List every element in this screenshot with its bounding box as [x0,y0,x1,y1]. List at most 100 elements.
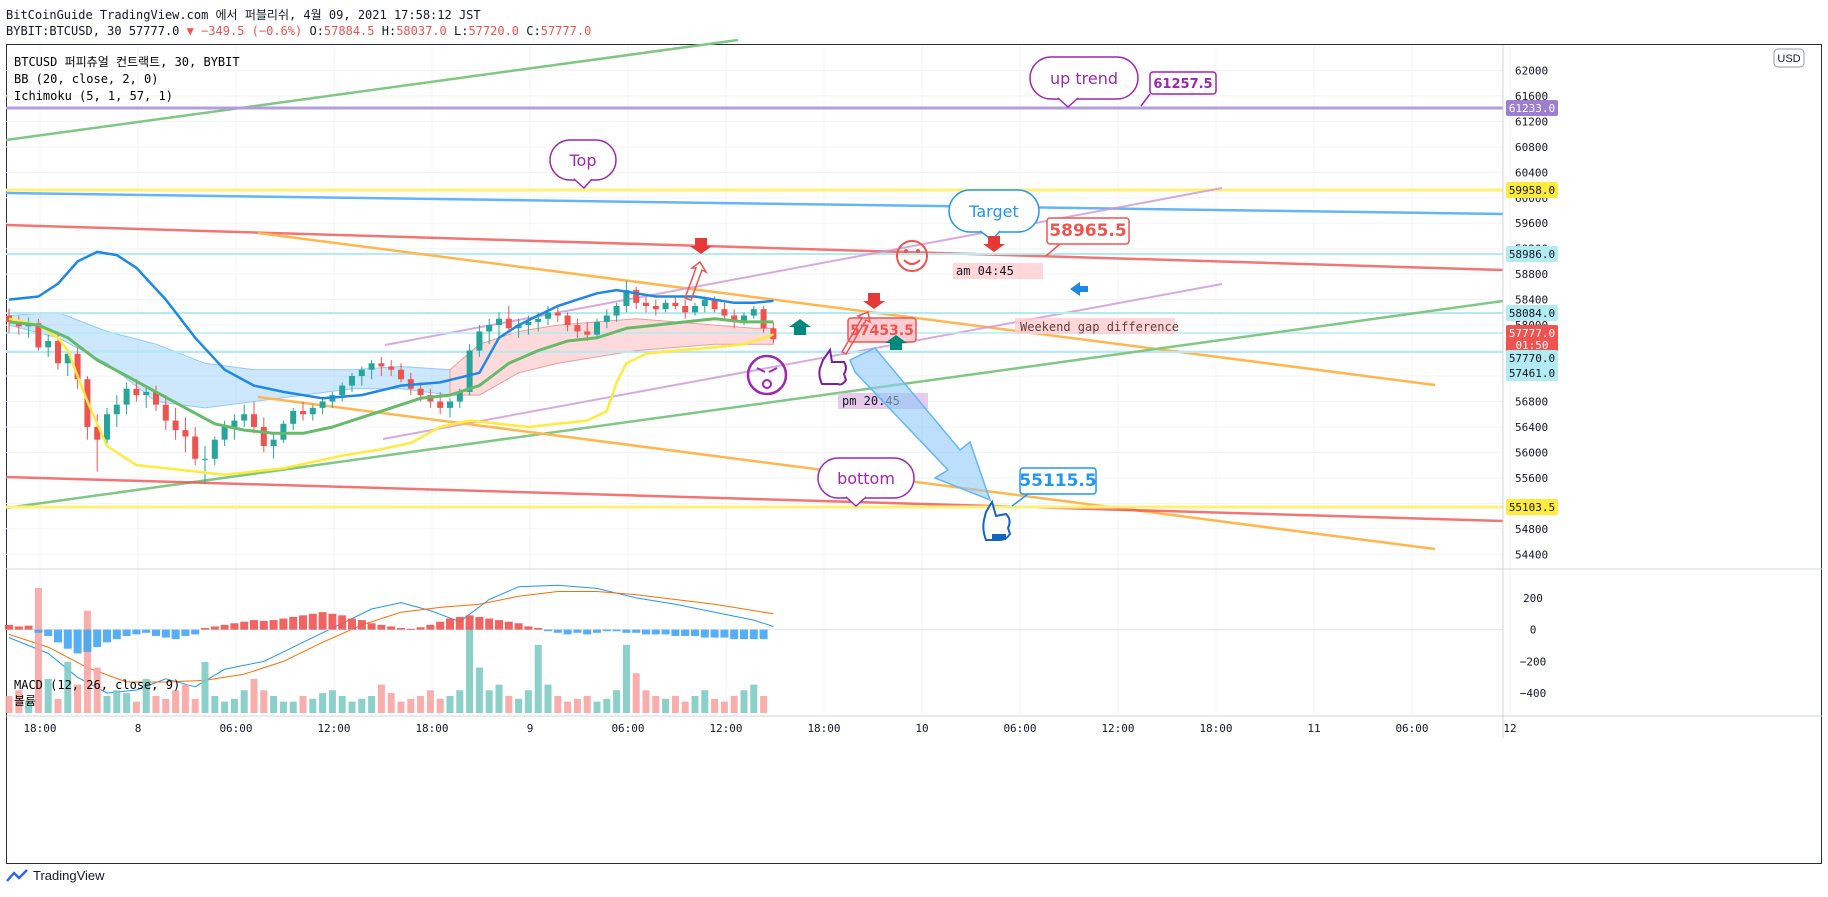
macd-histogram-bar[interactable] [622,629,631,633]
candle-body[interactable] [496,318,502,326]
candle-body[interactable] [378,363,385,367]
candle-body[interactable] [94,426,101,440]
macd-histogram-bar[interactable] [152,629,160,636]
macd-histogram-bar[interactable] [534,628,543,630]
candle-body[interactable] [447,401,453,408]
volume-bar[interactable] [711,698,719,713]
macd-histogram-bar[interactable] [210,626,219,630]
currency-badge[interactable] [1773,48,1805,68]
volume-bar[interactable] [436,698,444,713]
candle-body[interactable] [280,423,287,440]
candle-body[interactable] [545,312,551,319]
volume-bar[interactable] [407,698,415,713]
volume-bar[interactable] [544,684,552,713]
volume-bar[interactable] [191,698,199,713]
candle-body[interactable] [35,323,42,348]
candle-body[interactable] [623,290,630,306]
macd-histogram-bar[interactable] [602,629,611,632]
candle-body[interactable] [231,420,238,427]
price-badge[interactable] [1506,182,1558,198]
annotations[interactable]: up trend 61257.5 Top Target 58965.5 am 04:45 5… [549,56,1217,541]
macd-histogram-bar[interactable] [259,620,268,630]
macd-histogram-bar[interactable] [63,629,72,649]
volume-bar[interactable] [132,701,140,713]
macd-histogram-bar[interactable] [308,613,317,630]
volume-bar[interactable] [289,701,297,713]
macd-histogram-bar[interactable] [426,624,435,630]
volume-bar[interactable] [113,690,121,713]
macd-histogram-bar[interactable] [161,629,170,638]
volume-bar[interactable] [681,701,689,713]
macd-histogram-bar[interactable] [338,615,347,630]
macd-histogram-bar[interactable] [612,629,621,632]
candle-body[interactable] [368,363,375,370]
candle-body[interactable] [192,436,199,459]
candle-body[interactable] [202,458,208,460]
volume-bar[interactable] [583,695,591,713]
macd-histogram-bar[interactable] [181,629,190,636]
candle-body[interactable] [64,353,71,364]
candle-body[interactable] [750,309,757,316]
macd-histogram-bar[interactable] [485,618,494,630]
macd-histogram-bar[interactable] [759,629,768,640]
volume-bar[interactable] [240,690,248,713]
footer-brand[interactable]: TradingView [6,868,105,883]
candle-body[interactable] [505,318,512,329]
volume-bar[interactable] [603,698,611,713]
candle-body[interactable] [319,401,326,408]
candle-body[interactable] [260,426,267,447]
candle-body[interactable] [456,391,463,402]
macd-histogram-bar[interactable] [397,628,405,630]
macd-histogram-bar[interactable] [93,629,102,648]
volume-bar[interactable] [417,695,425,713]
macd-histogram-bar[interactable] [495,620,503,630]
macd-histogram-bar[interactable] [406,628,415,630]
macd-histogram-bar[interactable] [740,629,748,640]
macd-histogram-bar[interactable] [651,629,660,635]
macd-histogram-bar[interactable] [250,620,258,630]
candle-body[interactable] [74,353,81,380]
macd-histogram-bar[interactable] [83,629,92,652]
volume-bar[interactable] [534,644,542,713]
volume-bar[interactable] [338,695,346,713]
macd-histogram-bar[interactable] [73,629,82,654]
candle-body[interactable] [270,439,277,447]
candle-body[interactable] [731,315,738,322]
candle-body[interactable] [711,299,718,310]
macd-pane[interactable] [5,588,1503,713]
volume-bar[interactable] [123,693,131,713]
candle-body[interactable] [633,290,640,303]
volume-bar[interactable] [377,684,385,713]
note-up-trend[interactable]: up trend [1029,56,1139,109]
candle-body[interactable] [643,302,649,306]
volume-bar[interactable] [622,644,630,713]
candle-body[interactable] [339,385,346,396]
volume-bar[interactable] [319,693,327,713]
macd-histogram-bar[interactable] [720,629,729,638]
candle-body[interactable] [45,341,52,348]
price-badge[interactable] [1506,350,1558,366]
volume-bar[interactable] [221,701,229,713]
volume-bar[interactable] [720,701,728,713]
candle-body[interactable] [113,404,120,415]
volume-bar[interactable] [564,701,572,713]
note-top[interactable]: Top [549,139,617,190]
macd-histogram-bar[interactable] [122,629,131,636]
volume-bar[interactable] [691,695,699,713]
macd-histogram-bar[interactable] [455,616,464,630]
volume-bar[interactable] [505,695,513,713]
volume-bar[interactable] [730,695,738,713]
price-badge[interactable] [1506,246,1558,262]
macd-histogram-bar[interactable] [328,613,337,630]
macd-histogram-bar[interactable] [142,629,151,633]
volume-bar[interactable] [524,690,532,713]
macd-histogram-bar[interactable] [112,629,121,640]
candle-body[interactable] [603,315,610,322]
volume-bar[interactable] [495,684,503,713]
candle-body[interactable] [172,420,179,431]
volume-bar[interactable] [250,678,258,713]
macd-histogram-bar[interactable] [357,620,366,630]
macd-histogram-bar[interactable] [387,626,396,630]
volume-bar[interactable] [44,678,52,713]
